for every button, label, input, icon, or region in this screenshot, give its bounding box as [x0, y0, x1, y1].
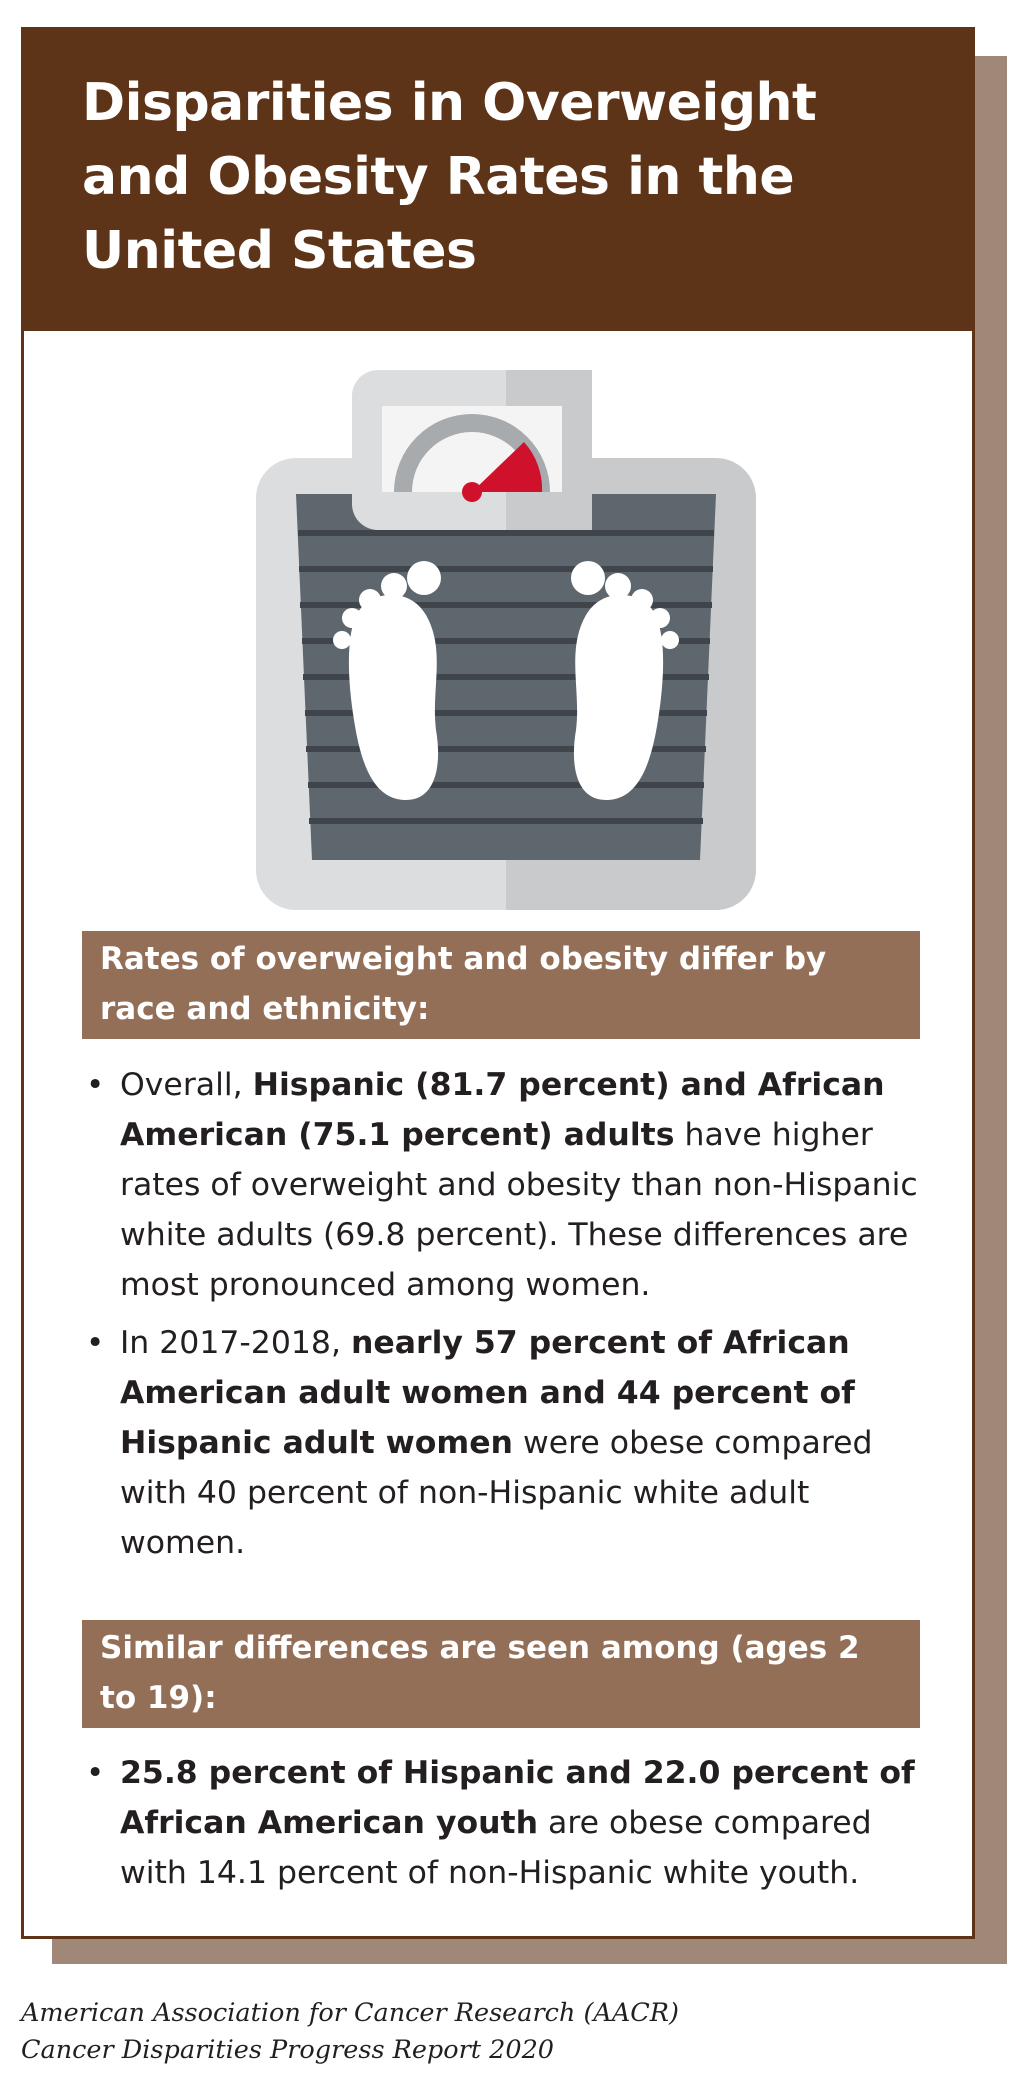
bullet-list-adults: • Overall, Hispanic (81.7 percent) and A… [82, 1060, 942, 1576]
bullet-marker: • [86, 1325, 105, 1361]
bullet-list-youth: • 25.8 percent of Hispanic and 22.0 perc… [82, 1748, 942, 1906]
bullet-marker: • [86, 1755, 105, 1791]
list-item: • In 2017-2018, nearly 57 percent of Afr… [82, 1318, 942, 1568]
header-banner: Disparities in Overweight and Obesity Ra… [24, 30, 972, 331]
section-heading-race-ethnicity: Rates of overweight and obesity differ b… [82, 931, 920, 1039]
bullet-marker: • [86, 1067, 105, 1103]
page-title: Disparities in Overweight and Obesity Ra… [82, 73, 817, 281]
section-heading-youth: Similar differences are seen among (ages… [82, 1620, 920, 1728]
list-item: • Overall, Hispanic (81.7 percent) and A… [82, 1060, 942, 1310]
infographic-card: Disparities in Overweight and Obesity Ra… [21, 27, 975, 1939]
bathroom-scale-icon [256, 370, 756, 910]
list-item: • 25.8 percent of Hispanic and 22.0 perc… [82, 1748, 942, 1898]
citation-report: Cancer Disparities Progress Report 2020 [21, 2035, 555, 2065]
citation-organization: American Association for Cancer Research… [21, 1998, 679, 2028]
source-citation: American Association for Cancer Research… [21, 1995, 1001, 2069]
